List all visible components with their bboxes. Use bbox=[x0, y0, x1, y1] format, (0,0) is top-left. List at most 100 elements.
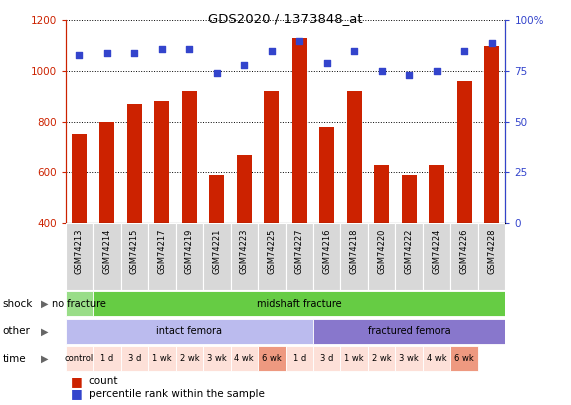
Text: GSM74217: GSM74217 bbox=[158, 228, 166, 274]
Text: 2 wk: 2 wk bbox=[372, 354, 392, 363]
Bar bbox=[313, 346, 340, 371]
Text: control: control bbox=[65, 354, 94, 363]
Text: GSM74222: GSM74222 bbox=[405, 228, 413, 274]
Bar bbox=[258, 223, 286, 290]
Text: 4 wk: 4 wk bbox=[235, 354, 254, 363]
Bar bbox=[66, 291, 93, 316]
Bar bbox=[319, 127, 334, 223]
Bar bbox=[368, 346, 395, 371]
Point bbox=[267, 47, 276, 54]
Text: GSM74224: GSM74224 bbox=[432, 228, 441, 274]
Bar bbox=[176, 223, 203, 290]
Bar bbox=[457, 81, 472, 223]
Bar bbox=[286, 223, 313, 290]
Bar bbox=[127, 104, 142, 223]
Bar bbox=[286, 346, 313, 371]
Point bbox=[130, 49, 139, 56]
Text: GSM74213: GSM74213 bbox=[75, 228, 84, 274]
Point bbox=[432, 68, 441, 74]
Text: GSM74226: GSM74226 bbox=[460, 228, 469, 274]
Point bbox=[102, 49, 111, 56]
Text: 3 d: 3 d bbox=[320, 354, 333, 363]
Text: 6 wk: 6 wk bbox=[455, 354, 474, 363]
Bar bbox=[99, 122, 114, 223]
Point bbox=[75, 51, 84, 58]
Point bbox=[157, 45, 166, 52]
Text: 4 wk: 4 wk bbox=[427, 354, 447, 363]
Point bbox=[377, 68, 386, 74]
Text: fractured femora: fractured femora bbox=[368, 326, 451, 336]
Text: ■: ■ bbox=[71, 387, 83, 401]
Bar bbox=[264, 91, 279, 223]
Bar bbox=[340, 346, 368, 371]
Text: 1 d: 1 d bbox=[100, 354, 114, 363]
Bar bbox=[203, 223, 231, 290]
Text: GDS2020 / 1373848_at: GDS2020 / 1373848_at bbox=[208, 12, 363, 25]
Text: no fracture: no fracture bbox=[53, 299, 106, 309]
Bar bbox=[93, 223, 120, 290]
Bar bbox=[401, 175, 417, 223]
Bar bbox=[451, 223, 478, 290]
Point bbox=[487, 39, 496, 46]
Text: ▶: ▶ bbox=[41, 299, 49, 309]
Text: GSM74215: GSM74215 bbox=[130, 228, 139, 274]
Point bbox=[460, 47, 469, 54]
Bar bbox=[176, 346, 203, 371]
Text: 1 d: 1 d bbox=[292, 354, 306, 363]
Text: GSM74228: GSM74228 bbox=[487, 228, 496, 274]
Text: midshaft fracture: midshaft fracture bbox=[257, 299, 341, 309]
Bar bbox=[395, 223, 423, 290]
Bar bbox=[203, 346, 231, 371]
Bar bbox=[484, 46, 499, 223]
Bar bbox=[209, 175, 224, 223]
Text: GSM74221: GSM74221 bbox=[212, 228, 222, 274]
Text: 1 wk: 1 wk bbox=[344, 354, 364, 363]
Text: GSM74223: GSM74223 bbox=[240, 228, 249, 274]
Point bbox=[405, 72, 414, 78]
Text: shock: shock bbox=[3, 299, 33, 309]
Text: GSM74219: GSM74219 bbox=[185, 228, 194, 274]
Text: GSM74218: GSM74218 bbox=[349, 228, 359, 274]
Point bbox=[240, 62, 249, 68]
Bar bbox=[93, 346, 120, 371]
Bar bbox=[66, 223, 93, 290]
Bar bbox=[368, 223, 395, 290]
Bar bbox=[148, 223, 176, 290]
Bar bbox=[154, 101, 170, 223]
Bar bbox=[66, 319, 313, 344]
Bar bbox=[182, 91, 197, 223]
Text: count: count bbox=[89, 376, 118, 386]
Text: other: other bbox=[3, 326, 31, 336]
Point bbox=[295, 37, 304, 44]
Bar bbox=[292, 38, 307, 223]
Text: 2 wk: 2 wk bbox=[179, 354, 199, 363]
Text: intact femora: intact femora bbox=[156, 326, 222, 336]
Text: percentile rank within the sample: percentile rank within the sample bbox=[89, 389, 264, 399]
Bar bbox=[237, 155, 252, 223]
Bar bbox=[340, 223, 368, 290]
Bar bbox=[231, 223, 258, 290]
Text: GSM74225: GSM74225 bbox=[267, 228, 276, 274]
Bar bbox=[148, 346, 176, 371]
Point bbox=[185, 45, 194, 52]
Bar bbox=[313, 223, 340, 290]
Point bbox=[322, 60, 331, 66]
Bar bbox=[429, 165, 444, 223]
Bar bbox=[72, 134, 87, 223]
Text: GSM74214: GSM74214 bbox=[102, 228, 111, 274]
Text: 3 wk: 3 wk bbox=[207, 354, 227, 363]
Bar bbox=[120, 346, 148, 371]
Text: ■: ■ bbox=[71, 375, 83, 388]
Text: 6 wk: 6 wk bbox=[262, 354, 282, 363]
Text: 1 wk: 1 wk bbox=[152, 354, 172, 363]
Text: GSM74216: GSM74216 bbox=[322, 228, 331, 274]
Text: 3 d: 3 d bbox=[128, 354, 141, 363]
Text: ▶: ▶ bbox=[41, 326, 49, 336]
Bar bbox=[258, 346, 286, 371]
Text: time: time bbox=[3, 354, 26, 364]
Bar bbox=[395, 346, 423, 371]
Bar bbox=[478, 223, 505, 290]
Bar bbox=[451, 346, 478, 371]
Bar bbox=[313, 319, 505, 344]
Bar bbox=[66, 346, 93, 371]
